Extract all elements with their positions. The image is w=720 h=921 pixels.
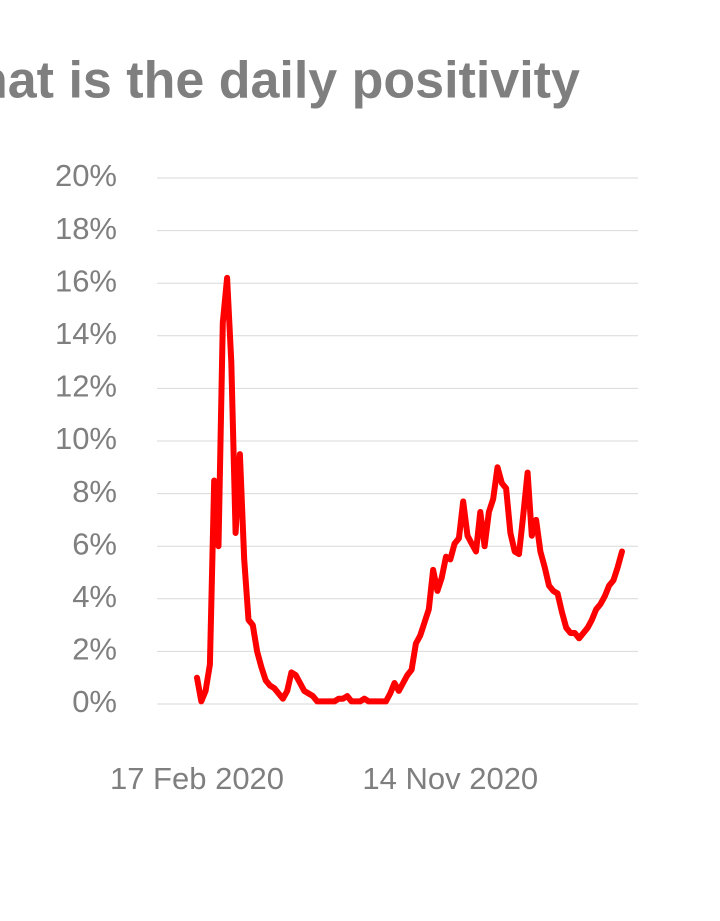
data-line [194,274,625,705]
y-tick-label: 0% [72,684,117,719]
y-tick-label: 10% [55,421,117,456]
y-tick-label: 4% [72,579,117,614]
y-tick-label: 20% [55,158,117,193]
y-tick-label: 12% [55,369,117,404]
y-tick-label: 8% [72,474,117,509]
x-tick-label: 17 Feb 2020 [110,761,284,796]
y-tick-label: 14% [55,316,117,351]
chart-title: hat is the daily positivity [0,52,580,110]
y-tick-label: 2% [72,632,117,667]
y-tick-label: 16% [55,263,117,298]
x-tick-label: 14 Nov 2020 [362,761,538,796]
y-tick-label: 18% [55,211,117,246]
y-tick-label: 6% [72,526,117,561]
